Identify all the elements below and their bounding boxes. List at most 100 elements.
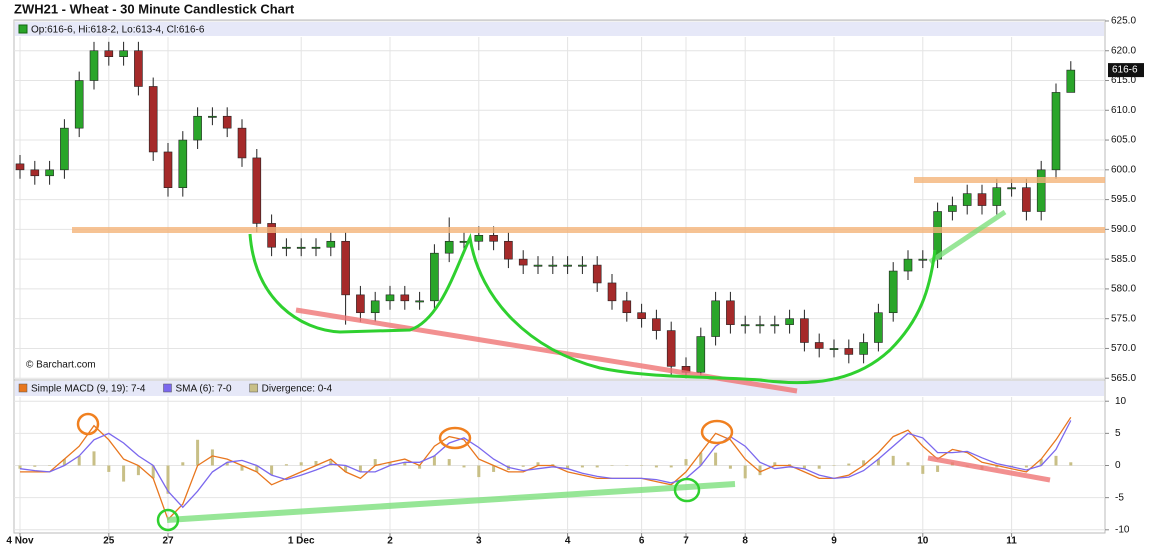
y-tick-label: 590.0: [1111, 224, 1136, 235]
divergence-bar: [699, 452, 703, 466]
divergence-bar: [625, 465, 629, 466]
candle-body: [1022, 187, 1031, 212]
candle-body: [178, 139, 188, 188]
candle-body: [370, 300, 380, 314]
candle-body: [548, 264, 558, 267]
source: © Barchart.com: [26, 360, 96, 371]
y-tick-label: 570.0: [1111, 343, 1136, 354]
candle-body: [814, 342, 824, 349]
ohlc-readout: Op:616-6, Hi:618-2, Lo:613-4, Cl:616-6: [31, 25, 205, 36]
last-price-label: 616-6: [1112, 65, 1138, 76]
candle-body: [237, 127, 247, 159]
divergence-bar: [403, 462, 407, 466]
divergence-bar: [862, 460, 866, 466]
candle-body: [711, 300, 720, 337]
divergence-bar: [314, 461, 318, 466]
highlight-circle: [438, 426, 472, 450]
price-header-bar: [15, 22, 1104, 36]
highlight-circle: [673, 477, 701, 503]
candle-body: [903, 258, 913, 272]
candle-body: [992, 187, 1002, 206]
candle-body: [1051, 92, 1061, 171]
divergence-bar: [758, 465, 762, 476]
divergence-bar: [18, 465, 22, 469]
candle-body: [888, 270, 898, 314]
y-tick-label: 5: [1115, 428, 1121, 439]
divergence-bar: [1069, 462, 1073, 466]
candle-body: [726, 300, 735, 325]
candle-body: [400, 294, 410, 302]
divergence-bar: [33, 465, 37, 467]
price-legend-swatch: [18, 24, 28, 34]
divergence-bar: [358, 465, 362, 472]
legend-swatch: [249, 383, 258, 393]
last-price-box: [1108, 63, 1144, 78]
candle-body: [341, 240, 350, 296]
divergence-bar: [684, 459, 688, 466]
y-tick-label: 610.0: [1111, 105, 1136, 116]
divergence-bar: [62, 459, 66, 466]
y-tick-label: 565.0: [1111, 373, 1136, 384]
candle-body: [622, 300, 632, 314]
divergence-bar: [166, 465, 170, 494]
divergence-bar: [891, 455, 895, 466]
x-tick-label: 27: [162, 536, 174, 547]
candle-body: [326, 240, 336, 248]
x-tick-label: 6: [639, 536, 645, 547]
divergence-bar: [1054, 455, 1058, 466]
candle-body: [666, 330, 676, 367]
divergence-bar: [196, 439, 200, 466]
candle-body: [592, 264, 602, 284]
legend-label: Simple MACD (9, 19): 7-4: [31, 384, 146, 395]
x-tick-label: 7: [683, 536, 689, 547]
y-tick-label: 600.0: [1111, 164, 1136, 175]
divergence-bar: [714, 452, 718, 466]
divergence-bar: [995, 465, 999, 468]
divergence-bar: [462, 465, 466, 468]
candle-body: [296, 246, 306, 249]
candle-body: [1007, 187, 1016, 190]
y-tick-label: 575.0: [1111, 313, 1136, 324]
divergence-bar: [270, 465, 274, 476]
candle-body: [356, 294, 365, 314]
divergence-bar: [743, 465, 747, 479]
divergence-bar: [876, 459, 880, 466]
candle-body: [74, 80, 84, 129]
candle-body: [415, 300, 424, 303]
divergence-bar: [181, 462, 185, 466]
divergence-bar: [344, 465, 348, 472]
annotations: [72, 177, 1105, 532]
chart-title: ZWH21 - Wheat - 30 Minute Candlestick Ch…: [14, 1, 295, 16]
y-tick-label: 615.0: [1111, 75, 1136, 86]
candle-body: [474, 235, 484, 242]
divergence-bar: [240, 465, 244, 471]
candle-body: [30, 169, 40, 177]
candle-body: [444, 240, 454, 254]
divergence-bar: [580, 465, 584, 468]
divergence-bar: [610, 465, 614, 466]
candle-body: [222, 115, 232, 129]
macd-panel: [13, 379, 1106, 534]
macd-line: [20, 416, 1072, 521]
legend-label: Divergence: 0-4: [262, 384, 333, 395]
x-tick-label: 4: [565, 536, 571, 547]
divergence-bar: [669, 465, 673, 468]
candle-body: [800, 318, 809, 343]
divergence-bar: [936, 465, 940, 472]
y-tick-label: 620.0: [1111, 45, 1136, 56]
divergence-bar: [77, 455, 81, 466]
candle-body: [770, 324, 780, 327]
divergence-bar: [151, 465, 155, 479]
divergence-bar: [48, 465, 52, 466]
macd-header-bar: [15, 381, 1104, 396]
divergence-bar: [832, 465, 836, 466]
divergence-bar: [329, 460, 333, 466]
x-tick-label: 9: [831, 536, 837, 547]
candle-body: [15, 163, 25, 171]
candle-body: [533, 264, 543, 267]
y-tick-label: 595.0: [1111, 194, 1136, 205]
candle-body: [563, 264, 572, 267]
